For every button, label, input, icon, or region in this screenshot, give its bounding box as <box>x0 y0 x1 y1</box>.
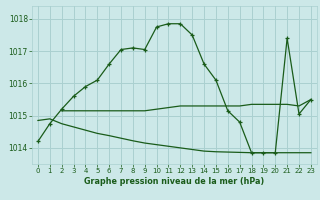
X-axis label: Graphe pression niveau de la mer (hPa): Graphe pression niveau de la mer (hPa) <box>84 177 265 186</box>
